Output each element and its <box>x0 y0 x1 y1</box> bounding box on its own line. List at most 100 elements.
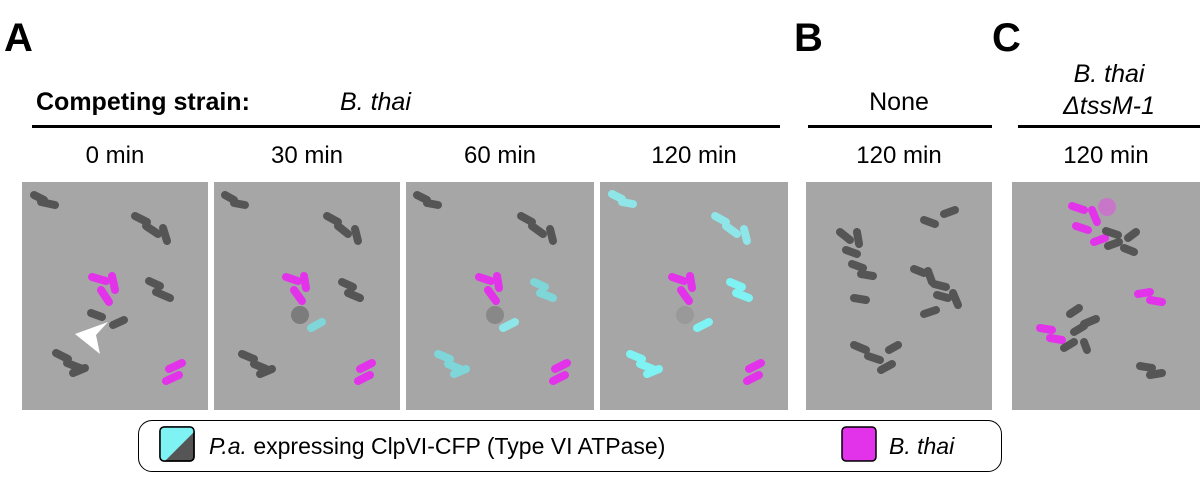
pa-cell-cfp <box>626 350 646 363</box>
micrograph-frame-30min <box>214 182 400 410</box>
pa-cell-cfp <box>693 318 713 332</box>
pa-cell <box>1080 315 1100 328</box>
pa-cell <box>933 291 952 302</box>
pa-cell <box>344 289 364 302</box>
arrowhead-icon <box>75 322 108 354</box>
pa-cell <box>1060 338 1078 352</box>
pa-cell-cfp <box>711 212 730 226</box>
time-label-30: 30 min <box>270 142 344 169</box>
shape <box>841 426 877 462</box>
bthai-cell <box>282 273 302 285</box>
time-label-0: 0 min <box>85 142 145 169</box>
pa-cell-cfp <box>732 289 753 302</box>
cell-layer-120min-c <box>1036 198 1166 379</box>
pa-cell <box>949 289 962 309</box>
pa-cell-cfp <box>740 225 751 245</box>
pa-cell-cfp <box>434 350 454 363</box>
pa-cell <box>836 228 854 244</box>
pa-cell <box>842 246 861 258</box>
bthai-cell <box>97 286 113 306</box>
pa-cell <box>517 212 536 226</box>
bthai-cell <box>162 371 183 385</box>
lysed-cell <box>676 306 694 324</box>
bthai-cell <box>354 371 374 385</box>
pa-cell <box>351 225 362 245</box>
panel-letter-b: B <box>794 16 823 60</box>
bthai-cell <box>1036 324 1056 334</box>
pa-cell <box>145 277 164 290</box>
bthai-cell <box>1088 206 1101 226</box>
pa-legend-species: P.a. <box>209 433 247 459</box>
shape <box>159 426 195 462</box>
bthai-cell <box>290 286 306 305</box>
cell-layer-30min <box>221 191 376 385</box>
micrograph-frame-120min-b <box>806 182 992 410</box>
pa-cell <box>221 191 238 204</box>
pa-cell <box>850 294 870 304</box>
time-label-120-a: 120 min <box>651 142 737 169</box>
legend-box: P.a. expressing ClpVI-CFP (Type VI ATPas… <box>138 420 1002 472</box>
pa-cell <box>920 216 939 228</box>
pa-cell <box>159 224 171 245</box>
bthai-cell <box>475 273 495 285</box>
micrograph-frame-60min <box>406 182 594 410</box>
bthai-cell <box>300 272 310 292</box>
strain-a-label: B. thai <box>340 88 411 116</box>
pa-cell <box>413 191 431 204</box>
pa-cell <box>546 225 557 245</box>
bthai-cell <box>1072 222 1092 234</box>
pa-cell <box>323 212 342 226</box>
pa-cell <box>1102 227 1122 239</box>
pa-cell <box>230 199 249 209</box>
header-rule-a <box>32 125 780 128</box>
time-label-60: 60 min <box>463 142 537 169</box>
bthai-cell <box>668 273 688 285</box>
strain-c-label-line2: ΔtssM-1 <box>1063 92 1155 120</box>
pa-cell-cfp <box>307 318 326 332</box>
pa-cell <box>334 222 352 238</box>
pa-cell <box>877 360 896 374</box>
micrograph-frame-120min-a <box>600 182 788 410</box>
lysed-cell <box>486 306 504 324</box>
pa-cell <box>1080 338 1091 354</box>
pa-legend-swatch <box>159 426 195 462</box>
pa-cell <box>338 278 357 291</box>
pa-cell <box>1146 369 1166 379</box>
pa-cell <box>152 288 174 302</box>
pa-cell <box>142 222 162 238</box>
pa-cell <box>69 364 89 377</box>
bthai-cell <box>356 359 376 373</box>
lysed-cell-magenta <box>1098 198 1116 216</box>
time-label-120-b: 120 min <box>856 142 942 169</box>
cell-layer-120min-a <box>608 190 765 385</box>
pa-cell-cfp <box>608 190 626 203</box>
competing-strain-label: Competing strain: <box>36 88 250 116</box>
pa-cell <box>1124 228 1140 242</box>
shape <box>160 427 194 461</box>
pa-cell <box>910 265 928 277</box>
bthai-cell <box>165 359 186 373</box>
pa-legend-description: expressing ClpVI-CFP (Type VI ATPase) <box>246 433 666 459</box>
pa-cell-cfp <box>726 278 746 291</box>
pa-cell-cfp <box>536 289 557 302</box>
cell-layer-0min <box>30 191 186 385</box>
pa-cell <box>1120 244 1138 256</box>
cell-layer-120min-b <box>836 206 962 374</box>
pa-cell-cfp <box>643 365 663 378</box>
pa-cell-cfp <box>618 198 637 208</box>
bthai-cell <box>493 272 503 292</box>
bthai-cell <box>743 371 763 385</box>
pa-cell <box>108 272 119 294</box>
bthai-cell <box>686 272 696 292</box>
pa-cell <box>52 349 72 363</box>
pa-cell <box>1104 238 1123 250</box>
pa-cell <box>924 267 936 286</box>
pa-cell <box>88 273 110 285</box>
bthai-cell <box>677 286 693 305</box>
pa-cell <box>864 352 884 364</box>
bthai-cell <box>1146 296 1166 306</box>
time-label-120-c: 120 min <box>1063 142 1149 169</box>
pa-cell <box>131 212 151 226</box>
bthai-legend-label: B. thai <box>889 433 955 459</box>
strain-b-label: None <box>869 88 929 116</box>
